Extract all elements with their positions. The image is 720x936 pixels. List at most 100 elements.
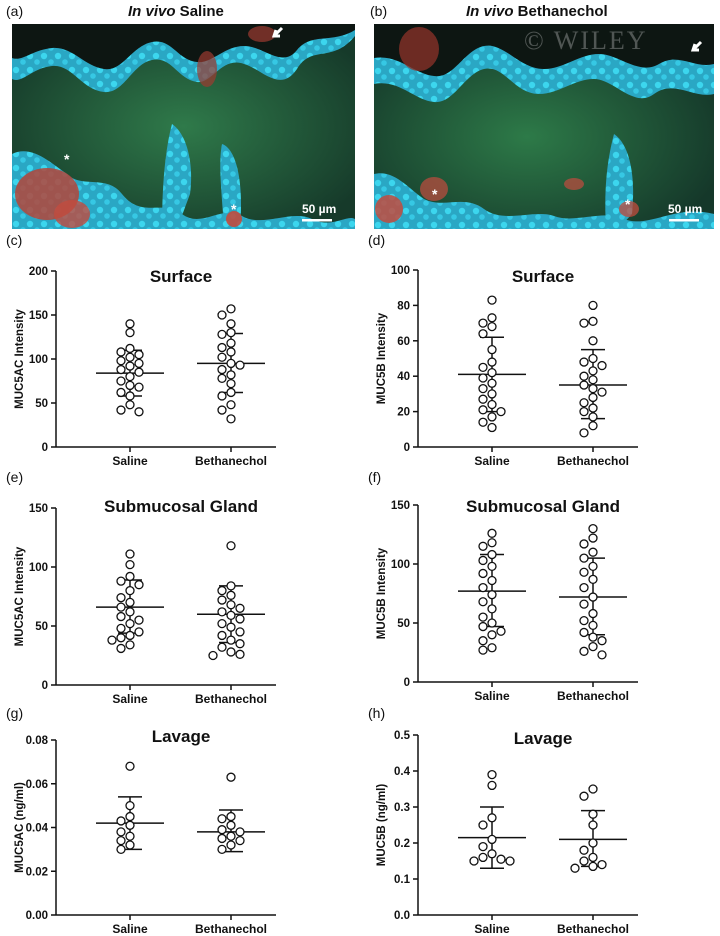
data-point — [588, 383, 598, 394]
data-point — [226, 327, 236, 338]
x-tick-label-bethanechol: Bethanechol — [195, 454, 267, 468]
data-point — [469, 856, 479, 866]
y-axis-label: MUC5B Intensity — [376, 547, 388, 639]
x-tick-label-bethanechol: Bethanechol — [557, 922, 629, 936]
data-point — [116, 576, 126, 586]
data-point — [116, 643, 126, 654]
data-point — [125, 800, 135, 811]
scale-bar — [669, 219, 699, 222]
data-point — [579, 318, 589, 328]
data-point — [478, 318, 488, 328]
asterisk-marker: * — [625, 196, 631, 212]
x-tick-label-bethanechol: Bethanechol — [195, 922, 267, 936]
data-point — [226, 647, 236, 657]
data-point — [226, 414, 236, 424]
data-point — [226, 590, 236, 600]
y-tick-label: 150 — [29, 310, 48, 322]
chart-title: Submucosal Gland — [466, 497, 620, 516]
data-point — [116, 611, 126, 622]
data-point — [588, 300, 598, 311]
data-point — [478, 645, 488, 655]
data-point — [226, 304, 236, 314]
data-point — [235, 649, 245, 659]
data-point — [487, 549, 497, 560]
data-point — [478, 582, 488, 593]
chart-title: Lavage — [152, 727, 211, 746]
data-point — [487, 368, 497, 378]
data-point — [116, 827, 126, 837]
data-point — [487, 561, 497, 572]
data-point — [134, 407, 144, 417]
watermark: © WILEY — [524, 26, 648, 55]
asterisk-marker: * — [432, 186, 438, 202]
data-point — [487, 575, 497, 586]
data-point — [588, 574, 598, 584]
data-point — [217, 373, 227, 384]
data-point — [235, 639, 245, 649]
data-point — [478, 541, 488, 551]
data-point — [588, 592, 598, 602]
data-point — [588, 533, 598, 543]
y-tick-label: 0.1 — [394, 874, 411, 886]
y-axis-label: MUC5AC Intensity — [14, 546, 26, 646]
data-point — [217, 833, 227, 844]
micrograph-saline: * * 50 µm — [12, 24, 355, 229]
data-point — [588, 336, 598, 346]
chart-title: Submucosal Gland — [104, 497, 258, 516]
data-point — [226, 840, 236, 850]
data-point — [478, 405, 488, 415]
micrograph-title-bethanechol: In vivo Bethanechol — [466, 3, 608, 20]
data-point — [597, 636, 607, 646]
data-point — [217, 618, 227, 629]
data-point — [226, 400, 236, 410]
y-tick-label: 80 — [397, 300, 410, 312]
data-point — [588, 523, 598, 534]
micrograph-bethanechol-image: * * — [374, 24, 714, 229]
data-point — [487, 528, 497, 538]
panel-label-e: (e) — [6, 469, 23, 485]
data-point — [478, 555, 488, 566]
data-point — [588, 412, 598, 422]
data-point — [125, 380, 135, 391]
title-italic-part: In vivo — [128, 3, 176, 20]
y-tick-label: 200 — [29, 266, 48, 278]
data-point — [116, 623, 126, 634]
data-point — [235, 835, 245, 846]
data-point — [116, 844, 126, 855]
data-point — [235, 360, 245, 370]
title-rest: Saline — [175, 3, 224, 20]
data-point — [226, 378, 236, 389]
asterisk-marker: * — [231, 201, 237, 217]
data-point — [478, 394, 488, 404]
data-point — [116, 816, 126, 826]
scale-bar-label: 50 µm — [302, 202, 337, 216]
data-point — [487, 618, 497, 628]
title-rest: Bethanechol — [513, 3, 608, 20]
data-point — [478, 362, 488, 373]
data-point — [125, 811, 135, 822]
scale-bar — [302, 219, 332, 222]
data-point — [487, 422, 497, 433]
data-point — [496, 854, 506, 864]
data-point — [478, 329, 488, 339]
y-tick-label: 50 — [35, 398, 48, 410]
data-point — [588, 641, 598, 652]
y-tick-label: 0.5 — [394, 730, 411, 742]
y-tick-label: 0.3 — [394, 802, 410, 814]
arrow-icon — [690, 40, 703, 52]
data-point — [226, 387, 236, 398]
data-point — [217, 844, 227, 855]
y-tick-label: 150 — [391, 500, 410, 512]
micrograph-bethanechol: * * © WILEY 50 µm — [374, 24, 714, 229]
data-point — [208, 650, 218, 661]
y-axis-label: MUC5B (ng/ml) — [376, 784, 388, 867]
data-point — [579, 627, 589, 638]
data-point — [588, 392, 598, 403]
data-point — [217, 310, 227, 320]
data-point — [478, 852, 488, 863]
data-point — [588, 620, 598, 631]
chart-title: Surface — [150, 267, 212, 286]
data-point — [226, 811, 236, 822]
x-tick-label-bethanechol: Bethanechol — [557, 689, 629, 703]
data-point — [588, 421, 598, 431]
